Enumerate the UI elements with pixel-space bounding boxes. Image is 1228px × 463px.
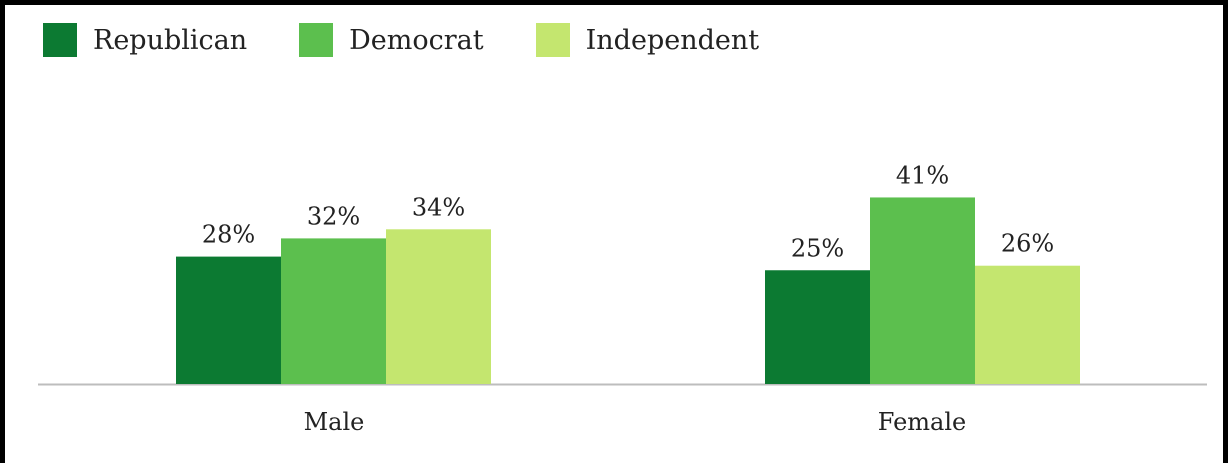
legend-label-democrat: Democrat	[349, 24, 484, 56]
bar-female-republican	[765, 270, 870, 384]
data-label-male-democrat: 32%	[307, 202, 360, 230]
bar-female-independent	[975, 265, 1080, 384]
legend-label-independent: Independent	[585, 24, 760, 56]
legend-item-republican: Republican	[43, 23, 247, 57]
legend-item-democrat: Democrat	[299, 23, 484, 57]
legend-swatch-republican	[43, 23, 77, 57]
bar-male-republican	[176, 256, 281, 384]
bar-male-democrat	[281, 238, 386, 384]
bar-female-democrat	[870, 197, 975, 384]
legend-label-republican: Republican	[93, 24, 248, 56]
data-label-male-independent: 34%	[412, 193, 465, 221]
data-label-female-independent: 26%	[1001, 230, 1054, 258]
legend: Republican Democrat Independent	[43, 23, 811, 57]
data-label-female-democrat: 41%	[896, 161, 949, 189]
data-label-female-republican: 25%	[791, 234, 844, 262]
category-label-male: Male	[304, 408, 365, 436]
legend-swatch-independent	[535, 23, 570, 57]
category-label-female: Female	[878, 408, 967, 436]
data-label-male-republican: 28%	[202, 221, 255, 249]
legend-swatch-democrat	[299, 23, 334, 57]
bar-male-independent	[386, 229, 491, 384]
legend-item-independent: Independent	[535, 23, 760, 57]
